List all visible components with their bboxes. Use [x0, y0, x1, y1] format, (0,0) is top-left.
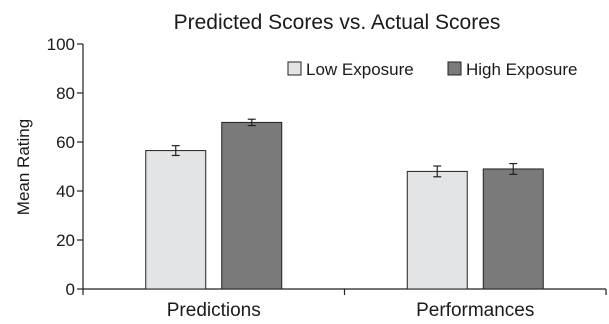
- x-category-label: Performances: [416, 300, 534, 321]
- plot-area: 0 20 40 60 80 100 Predictions Performances: [47, 35, 607, 321]
- y-tick-label: 20: [56, 231, 75, 250]
- legend-swatch-low-exposure: [287, 61, 302, 76]
- legend: Low Exposure High Exposure: [287, 60, 578, 79]
- y-tick-label: 0: [66, 280, 75, 299]
- legend-swatch-high-exposure: [447, 61, 462, 76]
- legend-label-low-exposure: Low Exposure: [306, 60, 414, 79]
- legend-label-high-exposure: High Exposure: [466, 60, 578, 79]
- bar: [221, 121, 283, 290]
- y-axis-label: Mean Rating: [14, 119, 33, 215]
- x-category-label: Predictions: [167, 300, 261, 321]
- chart-title: Predicted Scores vs. Actual Scores: [174, 11, 501, 34]
- y-tick-label: 100: [47, 35, 75, 54]
- bar: [482, 168, 544, 290]
- bar: [145, 150, 207, 290]
- y-tick-label: 80: [56, 84, 75, 103]
- y-tick-label: 60: [56, 133, 75, 152]
- y-tick-label: 40: [56, 182, 75, 201]
- bar: [406, 170, 468, 290]
